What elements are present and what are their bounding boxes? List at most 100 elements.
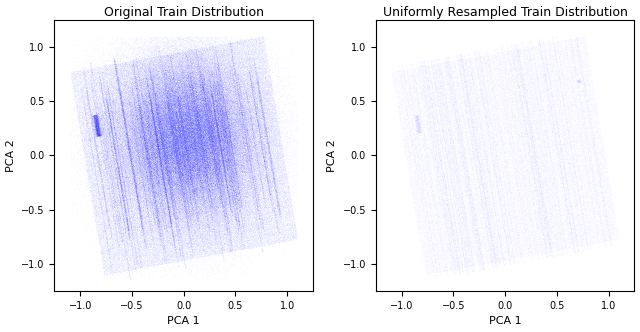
Point (208, 166, 218, 171)
Point (120, 144, 131, 150)
Point (451, 122, 461, 127)
Point (161, 163, 171, 168)
Point (236, 167, 246, 172)
Point (196, 137, 206, 142)
Point (202, 189, 212, 194)
Point (217, 132, 227, 138)
Point (145, 149, 156, 154)
Point (565, 94, 575, 99)
Point (246, 220, 256, 226)
Point (227, 196, 237, 201)
Point (246, 132, 256, 137)
Point (439, 176, 449, 181)
Point (170, 73, 180, 78)
Point (207, 109, 217, 114)
Point (186, 188, 196, 193)
Point (186, 122, 196, 127)
Point (217, 114, 227, 120)
Point (172, 141, 182, 147)
Point (118, 212, 128, 217)
Point (484, 253, 495, 258)
Point (257, 127, 268, 132)
Point (592, 182, 602, 188)
Point (211, 87, 221, 92)
Point (547, 217, 557, 222)
Point (174, 56, 184, 61)
Point (188, 109, 198, 114)
Point (241, 239, 252, 244)
Point (100, 109, 111, 114)
Point (535, 83, 545, 88)
Point (168, 104, 178, 109)
Point (446, 69, 456, 75)
Point (135, 210, 145, 215)
Point (215, 105, 225, 111)
Point (169, 175, 179, 180)
Point (394, 90, 404, 96)
Point (594, 239, 604, 244)
Point (172, 229, 182, 234)
Point (230, 123, 240, 128)
Point (185, 142, 195, 147)
Point (207, 91, 217, 97)
Point (194, 165, 204, 170)
Point (147, 119, 157, 124)
Point (178, 162, 188, 167)
Point (469, 135, 479, 140)
Point (212, 210, 222, 216)
Point (520, 109, 531, 114)
Point (132, 198, 142, 204)
Point (268, 229, 278, 234)
Point (408, 170, 419, 175)
Point (90, 183, 100, 188)
Point (477, 73, 487, 78)
Point (138, 161, 148, 166)
Point (226, 239, 236, 244)
Point (225, 178, 235, 183)
Point (163, 98, 173, 103)
Point (515, 107, 525, 112)
Point (569, 51, 579, 56)
Point (550, 141, 561, 146)
Point (253, 232, 264, 238)
Point (175, 171, 186, 176)
Point (252, 173, 262, 178)
Point (204, 92, 214, 97)
Point (168, 145, 179, 151)
Point (157, 82, 168, 87)
Point (172, 71, 182, 76)
Point (206, 126, 216, 131)
Point (154, 154, 164, 160)
Point (235, 147, 245, 153)
Point (205, 177, 215, 182)
Point (136, 88, 146, 94)
Point (154, 166, 164, 171)
Point (535, 96, 545, 102)
Point (217, 89, 227, 94)
Point (218, 110, 228, 116)
Point (548, 122, 559, 127)
Point (200, 83, 211, 88)
Point (211, 223, 221, 228)
Point (580, 78, 591, 84)
Point (158, 102, 168, 107)
Point (234, 111, 244, 117)
Point (145, 122, 155, 127)
Point (564, 146, 574, 152)
Point (145, 80, 156, 85)
Point (208, 63, 218, 68)
Point (133, 194, 143, 199)
Point (116, 185, 127, 190)
Point (248, 80, 259, 85)
Point (221, 197, 232, 203)
Point (259, 143, 269, 148)
Point (118, 83, 128, 88)
Point (223, 247, 233, 253)
Point (266, 229, 276, 234)
Point (241, 244, 252, 249)
Point (184, 206, 195, 211)
Point (149, 188, 159, 194)
Point (168, 106, 178, 111)
Point (242, 53, 252, 58)
Point (431, 176, 442, 181)
